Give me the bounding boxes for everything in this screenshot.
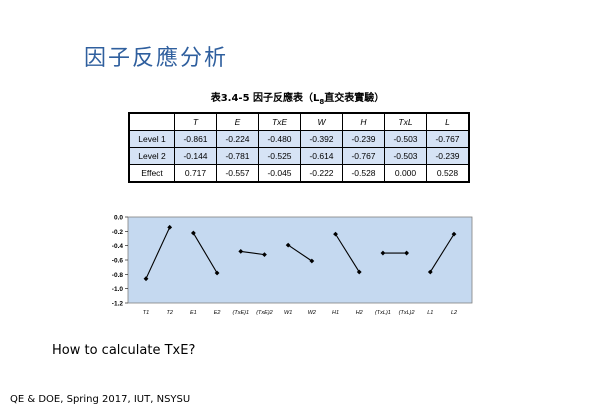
x-tick-label: W1 xyxy=(284,310,292,316)
x-tick-label: E1 xyxy=(190,310,197,316)
series-line xyxy=(240,250,265,256)
table-row: Level 2 -0.144 -0.781 -0.525 -0.614 -0.7… xyxy=(128,147,470,165)
header-cell: T xyxy=(174,112,217,131)
data-point xyxy=(143,276,149,282)
table-cell: 0.000 xyxy=(384,164,427,183)
slide-title: 因子反應分析 xyxy=(84,46,229,71)
y-tick-label: -0.6 xyxy=(112,258,124,265)
header-cell: TxL xyxy=(384,112,427,131)
x-tick-label: L2 xyxy=(451,310,457,316)
data-point xyxy=(451,231,457,237)
x-tick-label: (TxL)1 xyxy=(375,310,391,316)
series-line xyxy=(429,233,455,273)
header-cell: W xyxy=(300,112,343,131)
x-tick-label: (TxL)2 xyxy=(399,310,415,316)
x-tick-label: E2 xyxy=(214,310,221,316)
x-tick-label: (TxE)2 xyxy=(256,310,273,316)
table-corner-cell xyxy=(128,112,175,131)
data-point xyxy=(427,269,433,275)
series-line xyxy=(192,232,218,274)
data-point xyxy=(167,224,173,230)
caption-sub: 8 xyxy=(319,98,325,106)
y-tick-label: -0.8 xyxy=(112,272,124,279)
table-cell: -0.525 xyxy=(258,147,301,165)
caption-pre: 表3.4-5 因子反應表（L xyxy=(210,93,320,104)
data-point xyxy=(285,242,291,248)
table-cell: -0.861 xyxy=(174,130,217,148)
x-tick-label: L1 xyxy=(427,310,433,316)
table-cell: -0.767 xyxy=(342,147,385,165)
caption-post: 直交表實驗） xyxy=(324,93,385,104)
table-cell: 0.528 xyxy=(426,164,470,183)
plot-area xyxy=(127,216,473,304)
x-tick-label: W2 xyxy=(308,310,316,316)
table-cell: -0.392 xyxy=(300,130,343,148)
footer-source: QE & DOE, Spring 2017, IUT, NSYSU xyxy=(10,394,191,405)
factor-response-chart: 0.0 -0.2 -0.4 -0.6 -0.8 -1.0 -1.2 T1 T2 E1 E2 (TxE)… xyxy=(112,215,473,316)
header-cell: TxE xyxy=(258,112,301,131)
series-line xyxy=(145,227,171,279)
table-cell: -0.239 xyxy=(426,147,470,165)
x-tick-label: T1 xyxy=(143,310,149,316)
x-tick-label: T2 xyxy=(166,310,172,316)
y-tick-label: -0.2 xyxy=(112,229,124,236)
x-tick-label: (TxE)1 xyxy=(233,310,250,316)
table-caption: 表3.4-5 因子反應表（L8直交表實驗） xyxy=(0,89,595,106)
table-row: Level 1 -0.861 -0.224 -0.480 -0.392 -0.2… xyxy=(128,130,470,148)
table-cell: -0.503 xyxy=(384,147,427,165)
x-tick-label: H2 xyxy=(356,310,363,316)
y-tick-label: -1.0 xyxy=(112,286,124,293)
data-point xyxy=(309,258,315,264)
row-label: Effect xyxy=(128,164,175,183)
data-point xyxy=(404,250,410,256)
header-cell: H xyxy=(342,112,385,131)
y-tick-label: -1.2 xyxy=(112,301,124,308)
table-cell: -0.528 xyxy=(342,164,385,183)
table-header-row: T E TxE W H TxL L xyxy=(128,112,470,131)
question-text: How to calculate TxE? xyxy=(52,343,196,358)
y-tick-label: 0.0 xyxy=(114,215,123,222)
table-cell: -0.224 xyxy=(216,130,259,148)
table-cell: -0.614 xyxy=(300,147,343,165)
series-line xyxy=(335,233,360,273)
table-row: Effect 0.717 -0.557 -0.045 -0.222 -0.528… xyxy=(128,164,470,183)
header-cell: E xyxy=(216,112,259,131)
table-cell: -0.557 xyxy=(216,164,259,183)
table-cell: 0.717 xyxy=(174,164,217,183)
table-cell: -0.045 xyxy=(258,164,301,183)
factor-response-table: T E TxE W H TxL L Level 1 -0.861 -0.224 … xyxy=(128,112,470,183)
table-cell: -0.480 xyxy=(258,130,301,148)
table-cell: -0.144 xyxy=(174,147,217,165)
data-point xyxy=(356,269,362,275)
data-point xyxy=(262,252,267,258)
table-cell: -0.222 xyxy=(300,164,343,183)
row-label: Level 1 xyxy=(128,130,175,148)
table-cell: -0.503 xyxy=(384,130,427,148)
table-cell: -0.239 xyxy=(342,130,385,148)
x-tick-label: H1 xyxy=(332,310,339,316)
table-cell: -0.781 xyxy=(216,147,259,165)
header-cell: L xyxy=(426,112,470,131)
table-cell: -0.767 xyxy=(426,130,470,148)
data-point xyxy=(214,270,220,276)
y-tick-label: -0.4 xyxy=(112,243,124,250)
row-label: Level 2 xyxy=(128,147,175,165)
series-line xyxy=(287,244,313,262)
